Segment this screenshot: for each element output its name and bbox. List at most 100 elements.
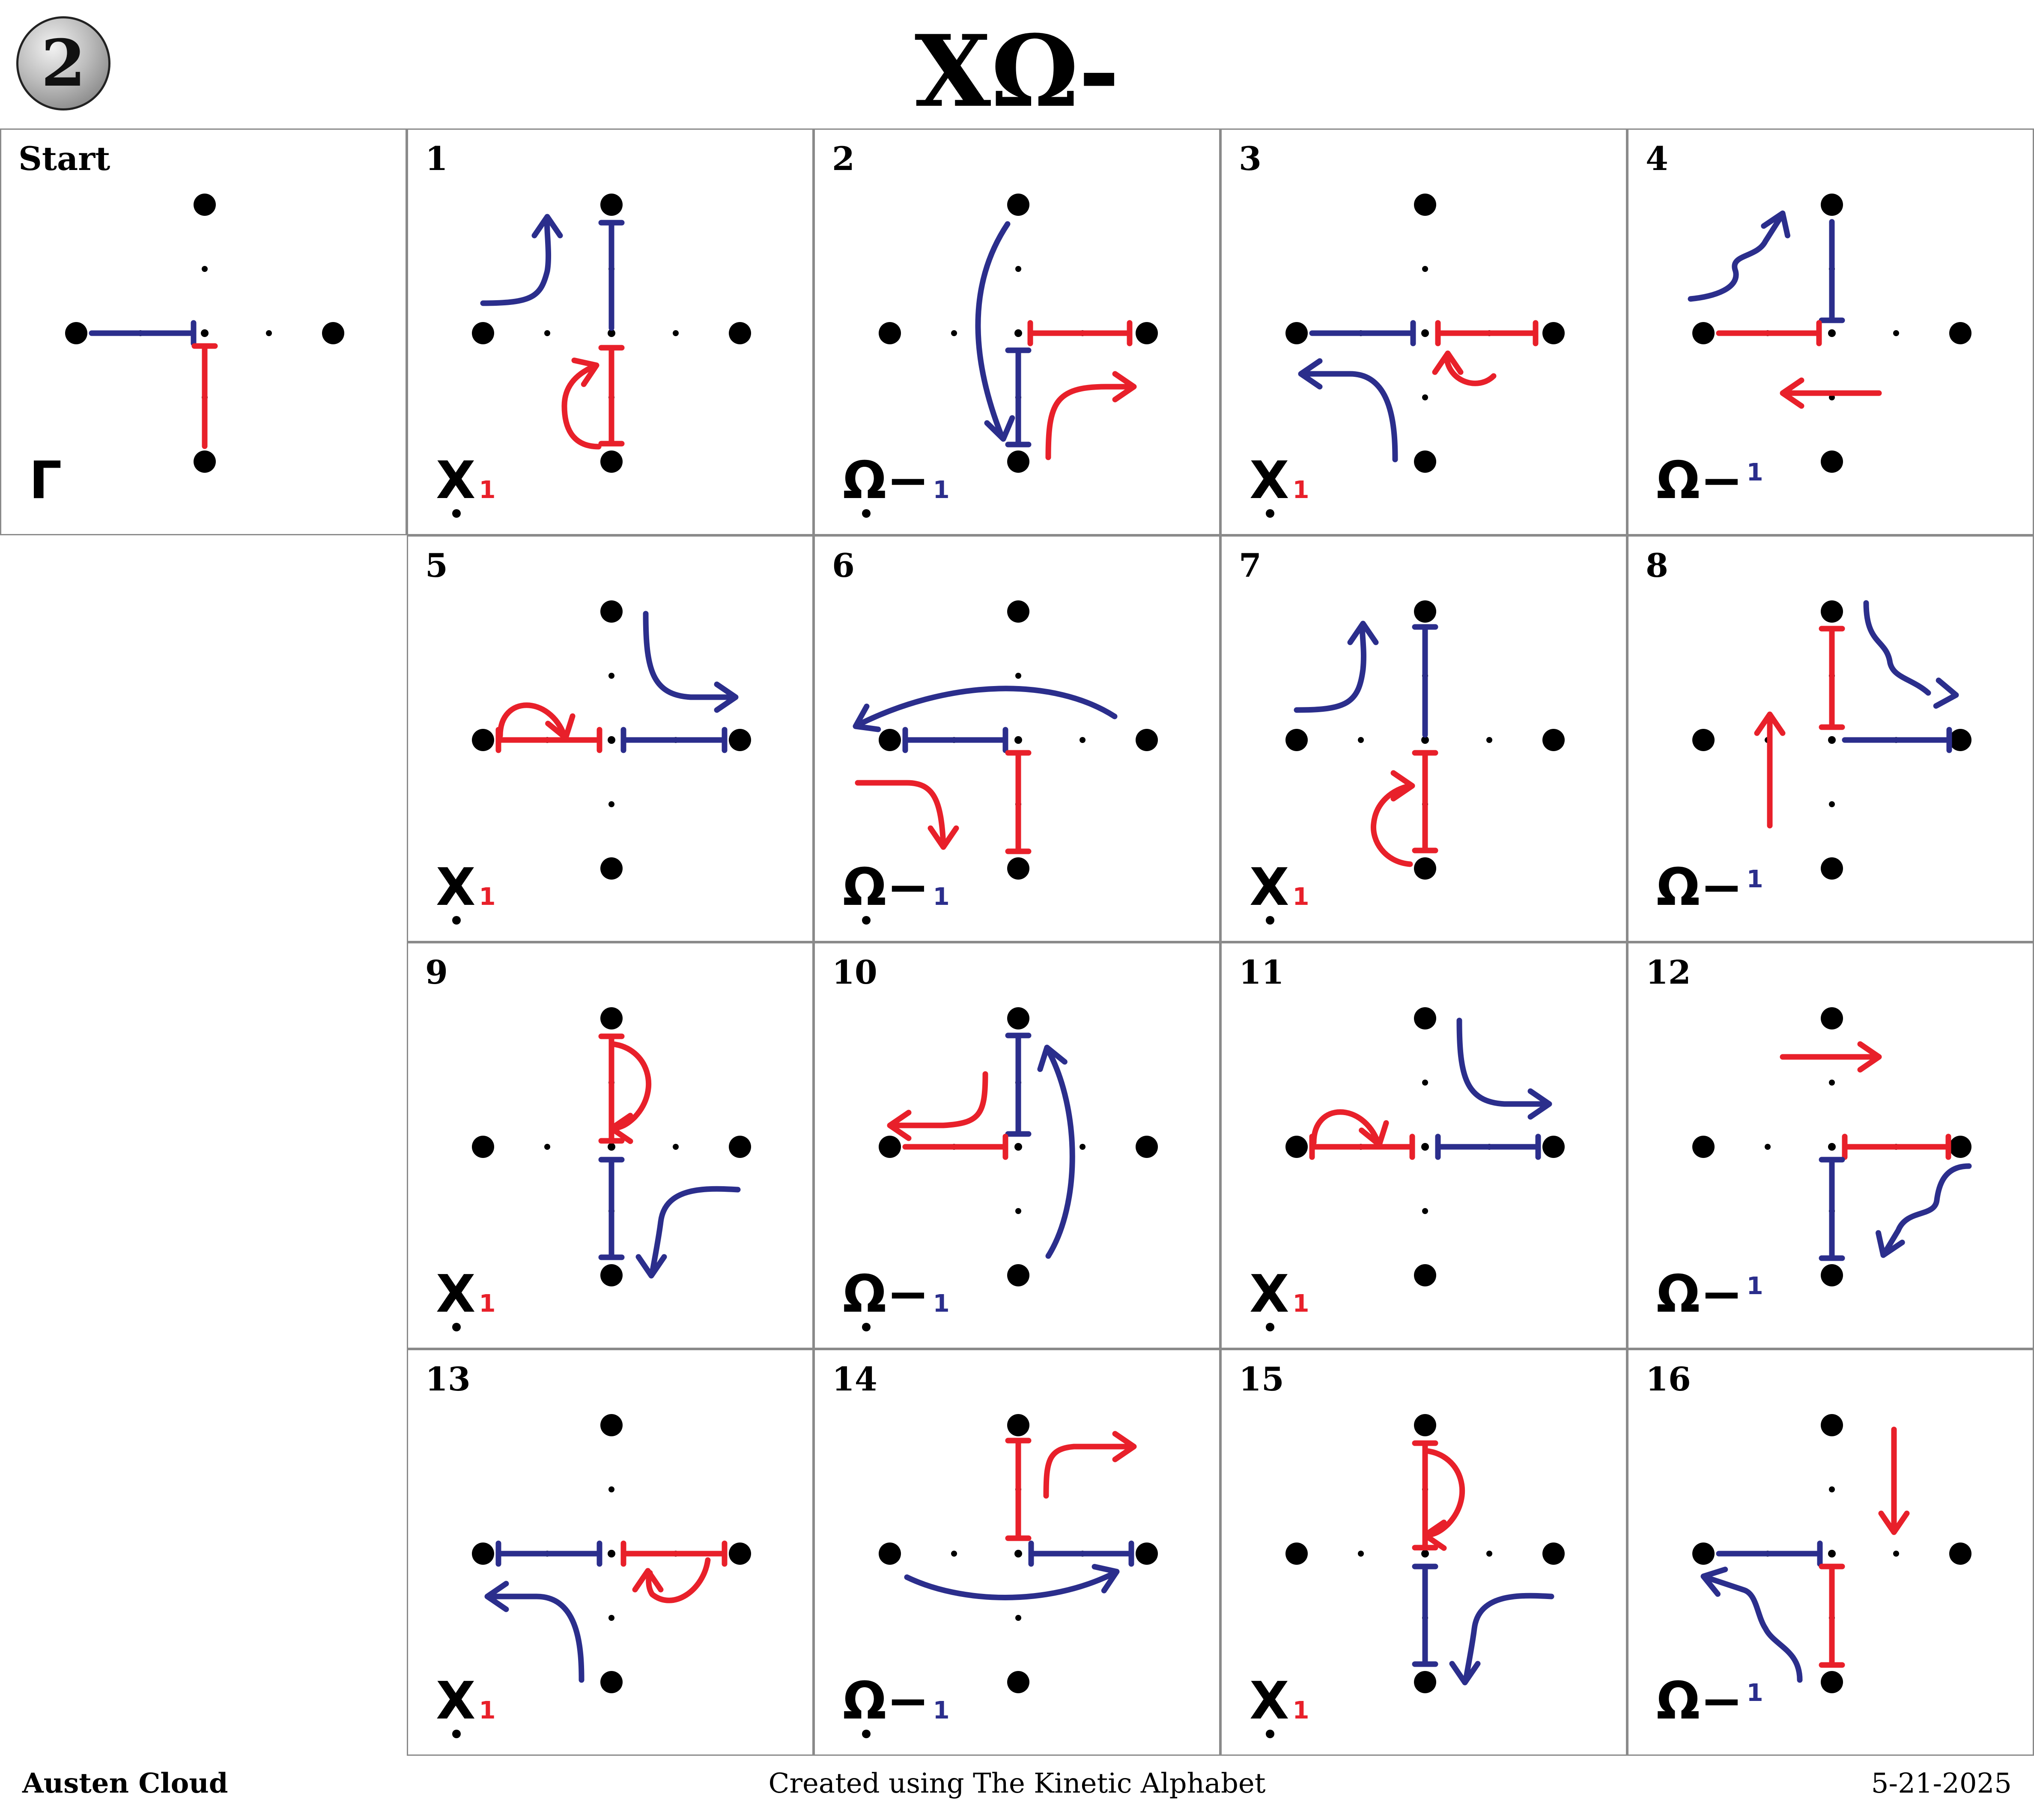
red-motion-arrow [497, 702, 576, 741]
center-point [1828, 1143, 1836, 1151]
position-diagram [879, 194, 1158, 473]
outer-point-E [1136, 729, 1158, 751]
half-point [1080, 737, 1086, 743]
red-motion-arrow [1780, 1041, 1882, 1073]
half-point [1893, 330, 1899, 336]
red-staff [620, 1540, 728, 1567]
outer-point-N [1821, 1414, 1843, 1436]
red-staff [902, 1134, 1008, 1160]
red-staff [1842, 1134, 1951, 1160]
half-point [544, 330, 550, 336]
glyph-symbol: Γ [29, 455, 62, 507]
arrow-path [1688, 215, 1783, 302]
glyph-symbol: Ω− 1 [843, 455, 950, 518]
half-point [266, 330, 272, 336]
arrow-head [1449, 1661, 1481, 1686]
arrow-path [1294, 621, 1366, 713]
arrow-path [855, 686, 1118, 728]
outer-point-W [1692, 322, 1715, 344]
cell-label: 14 [832, 1360, 877, 1398]
position-diagram [1285, 600, 1565, 880]
position-diagram [1688, 194, 1971, 473]
half-point [1015, 673, 1021, 679]
cell-label: 2 [832, 140, 855, 178]
outer-point-S [1821, 451, 1843, 473]
arrow-head [571, 357, 599, 387]
arrow-path [1456, 1017, 1550, 1107]
position-diagram [65, 194, 344, 473]
cell-label: 3 [1239, 140, 1262, 178]
cell-start: Start Γ [0, 128, 407, 535]
arrow-head [1347, 621, 1379, 645]
date: 5-21-2025 [1871, 1768, 2012, 1799]
blue-motion-arrow [975, 221, 1015, 442]
outer-point-S [1414, 1671, 1436, 1693]
position-diagram [472, 1007, 751, 1286]
red-staff [1435, 320, 1539, 346]
position-diagram [472, 1414, 751, 1693]
glyph-index: 1 [933, 1290, 950, 1318]
outer-point-E [729, 729, 751, 751]
author: Austen Cloud [22, 1767, 228, 1799]
half-point [1015, 1208, 1021, 1214]
blue-staff [1435, 1134, 1541, 1160]
outer-point-W [1285, 1136, 1308, 1158]
half-point [1486, 1551, 1492, 1557]
arrow-head [635, 1254, 667, 1279]
blue-motion-arrow [1298, 358, 1398, 462]
glyph-index: 1 [479, 883, 496, 911]
half-point [1829, 1080, 1835, 1086]
blue-motion-arrow [484, 1581, 585, 1683]
glyph-symbol: Ω− 1 [843, 1676, 950, 1738]
red-staff [598, 1033, 625, 1144]
cell-label: 13 [425, 1360, 471, 1398]
red-staff [1005, 1438, 1032, 1541]
arrow-head [484, 1581, 509, 1612]
arrow-head [853, 703, 881, 732]
center-point [608, 1143, 615, 1151]
arrow-path [1300, 371, 1398, 462]
arrow-head [928, 825, 959, 850]
outer-point-E [1136, 1136, 1158, 1158]
arrow-path [1882, 1163, 1972, 1255]
half-point [673, 330, 679, 336]
point-grid [1285, 1007, 1565, 1286]
outer-point-N [1007, 1007, 1029, 1029]
outer-point-S [194, 451, 216, 473]
half-point [1080, 1144, 1086, 1150]
glyph-index: 1 [479, 1290, 496, 1318]
cell-label: 1 [425, 140, 448, 178]
blue-motion-arrow [1700, 1566, 1803, 1683]
outer-point-N [1007, 1414, 1029, 1436]
blue-staff [620, 727, 728, 753]
blue-staff [1412, 624, 1438, 738]
outer-point-W [472, 1136, 494, 1158]
half-point [1422, 266, 1428, 272]
outer-point-E [1542, 1136, 1565, 1158]
half-point [1015, 1615, 1021, 1621]
red-staff [1027, 320, 1133, 346]
point-grid [1285, 194, 1565, 473]
glyph-letter: Ω− [1656, 1265, 1743, 1324]
arrow-path [889, 1071, 988, 1128]
half-point [608, 801, 614, 807]
glyph-index: 1 [933, 883, 950, 911]
arrow-head [1432, 350, 1464, 375]
cell-4: 4 Ω− 1 [1627, 128, 2034, 535]
center-point [1014, 329, 1022, 337]
glyph-dot [1266, 1323, 1274, 1331]
blue-staff [902, 727, 1008, 753]
arrow-path [1443, 354, 1497, 386]
blue-staff [1819, 219, 1845, 323]
arrow-head [531, 214, 563, 239]
red-motion-arrow [887, 1071, 988, 1141]
arrow-path [904, 1570, 1118, 1600]
outer-point-E [1949, 1136, 1971, 1158]
center-point [1421, 329, 1429, 337]
